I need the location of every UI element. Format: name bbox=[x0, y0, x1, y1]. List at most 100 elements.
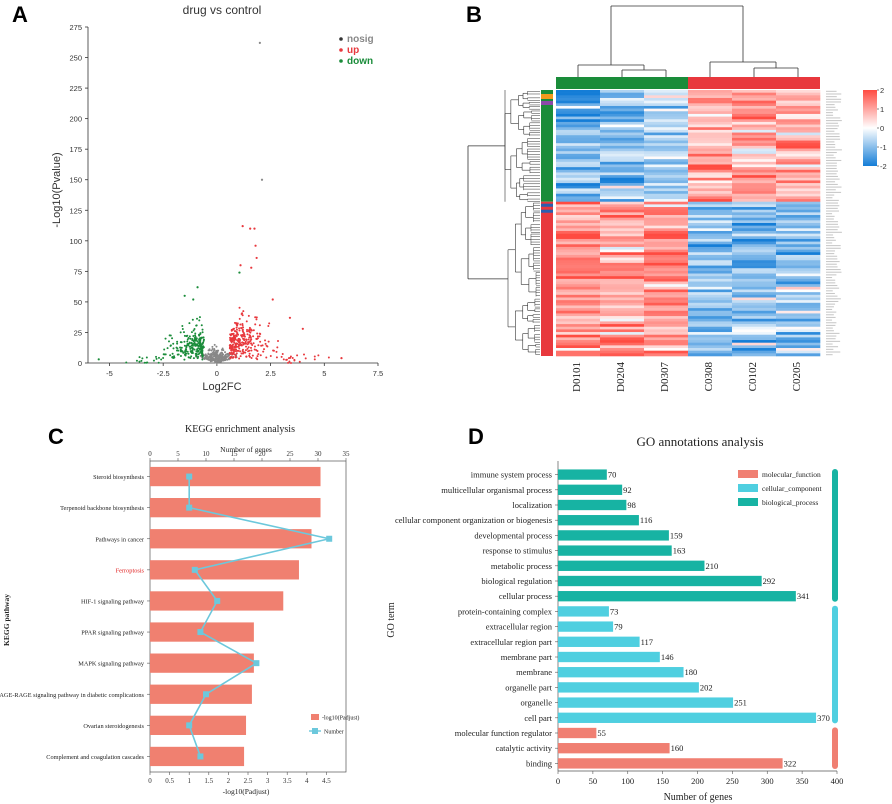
heatmap-cell bbox=[732, 183, 777, 187]
heatmap-cell bbox=[776, 121, 821, 125]
volcano-point-up bbox=[233, 321, 236, 324]
heatmap-cell bbox=[600, 180, 645, 184]
legend-marker-biological_process bbox=[738, 498, 758, 506]
heatmap-cell bbox=[688, 201, 733, 205]
heatmap-cell bbox=[776, 140, 821, 144]
heatmap-cell bbox=[556, 177, 601, 181]
heatmap-cell bbox=[556, 310, 601, 314]
go-bar bbox=[558, 758, 783, 769]
heatmap-cell bbox=[776, 164, 821, 168]
kegg-top-tick-label: 25 bbox=[287, 450, 295, 458]
go-x-tick-label: 250 bbox=[726, 776, 739, 786]
volcano-plot: drug vs control 025507510012515017520022… bbox=[51, 3, 383, 393]
kegg-legend: -log10(Padjust) Number bbox=[309, 714, 359, 736]
heatmap-row-name bbox=[826, 162, 837, 164]
heatmap-cell bbox=[644, 199, 689, 203]
volcano-y-tick-label: 125 bbox=[69, 206, 82, 215]
volcano-point-up bbox=[244, 349, 247, 352]
volcano-point-up bbox=[266, 345, 269, 348]
kegg-y-label: KEGG pathway bbox=[2, 594, 11, 646]
heatmap-cell bbox=[732, 212, 777, 216]
heatmap-cell bbox=[600, 137, 645, 141]
volcano-point-down bbox=[189, 347, 192, 350]
volcano-point-up bbox=[239, 355, 242, 358]
volcano-point-up bbox=[233, 339, 236, 342]
volcano-y-tick-label: 100 bbox=[69, 237, 82, 246]
heatmap-cell bbox=[732, 137, 777, 141]
heatmap-cell bbox=[776, 332, 821, 336]
volcano-point-down bbox=[155, 355, 158, 358]
heatmap-cell bbox=[688, 124, 733, 128]
volcano-point-down bbox=[192, 357, 195, 360]
kegg-number-marker bbox=[186, 504, 193, 511]
heatmap-cell bbox=[556, 220, 601, 224]
volcano-point-down bbox=[172, 347, 175, 350]
heatmap-cell bbox=[644, 188, 689, 192]
heatmap-cell bbox=[688, 300, 733, 304]
go-value-label: 322 bbox=[784, 758, 797, 768]
go-value-label: 116 bbox=[640, 515, 652, 525]
heatmap-cell bbox=[600, 127, 645, 131]
volcano-y-tick-label: 200 bbox=[69, 115, 82, 124]
kegg-gene-count-line bbox=[186, 473, 333, 760]
heatmap-cell bbox=[732, 305, 777, 309]
heatmap-cell bbox=[732, 90, 777, 93]
volcano-point-nosig bbox=[221, 353, 224, 356]
heatmap-cell bbox=[776, 230, 821, 234]
heatmap-cell bbox=[688, 324, 733, 328]
volcano-point-down bbox=[179, 354, 182, 357]
volcano-point-up bbox=[242, 352, 245, 355]
heatmap-cell bbox=[732, 201, 777, 205]
heatmap-cell bbox=[732, 215, 777, 218]
volcano-point-down bbox=[179, 341, 182, 344]
volcano-point-up bbox=[236, 332, 239, 335]
heatmap-cell bbox=[776, 111, 821, 115]
heatmap-cell bbox=[600, 196, 645, 200]
heatmap-cell bbox=[556, 209, 601, 213]
kegg-top-tick-label: 20 bbox=[259, 450, 267, 458]
heatmap-cell bbox=[556, 148, 601, 152]
heatmap-cell bbox=[600, 183, 645, 187]
heatmap-cell bbox=[556, 244, 601, 248]
volcano-point-down bbox=[193, 339, 196, 342]
heatmap-cell bbox=[776, 281, 821, 285]
go-value-label: 146 bbox=[661, 652, 674, 662]
volcano-point-nosig bbox=[223, 358, 226, 361]
heatmap-cell bbox=[688, 342, 733, 346]
panel-letter-a: A bbox=[12, 2, 28, 27]
heatmap-cell bbox=[600, 262, 645, 266]
volcano-point-nosig bbox=[219, 360, 222, 363]
heatmap-cell bbox=[600, 308, 645, 312]
heatmap-cell bbox=[556, 345, 601, 349]
heatmap-cell bbox=[732, 156, 777, 160]
heatmap-cell bbox=[556, 225, 601, 229]
heatmap-cell bbox=[600, 212, 645, 216]
heatmap-cell bbox=[644, 137, 689, 141]
volcano-point-up bbox=[250, 349, 253, 352]
panel-letter-d: D bbox=[468, 424, 484, 449]
heatmap-cell bbox=[556, 105, 601, 109]
volcano-point-down bbox=[183, 358, 186, 361]
heatmap-cell bbox=[776, 337, 821, 341]
heatmap-cell bbox=[644, 90, 689, 93]
heatmap-cell bbox=[556, 270, 601, 274]
sample-label-D0101: D0101 bbox=[571, 362, 583, 392]
kegg-x-tick-label: 3.5 bbox=[283, 777, 292, 785]
volcano-point-up bbox=[253, 345, 256, 348]
heatmap-cell bbox=[732, 321, 777, 325]
heatmap-row-name bbox=[826, 266, 838, 268]
volcano-point-down bbox=[171, 337, 174, 340]
heatmap-row-name bbox=[826, 159, 842, 162]
heatmap-cell bbox=[688, 297, 733, 301]
heatmap-row-name bbox=[826, 250, 836, 252]
heatmap-cell bbox=[732, 127, 777, 131]
volcano-point-up bbox=[231, 333, 234, 336]
volcano-point-down bbox=[167, 340, 170, 343]
volcano-point-up bbox=[233, 334, 236, 337]
heatmap-cell bbox=[556, 257, 601, 261]
volcano-point-up bbox=[263, 348, 266, 351]
volcano-point-up bbox=[259, 354, 262, 357]
heatmap-cell bbox=[732, 236, 777, 240]
volcano-point-up bbox=[296, 354, 299, 357]
volcano-point-up bbox=[317, 354, 320, 357]
